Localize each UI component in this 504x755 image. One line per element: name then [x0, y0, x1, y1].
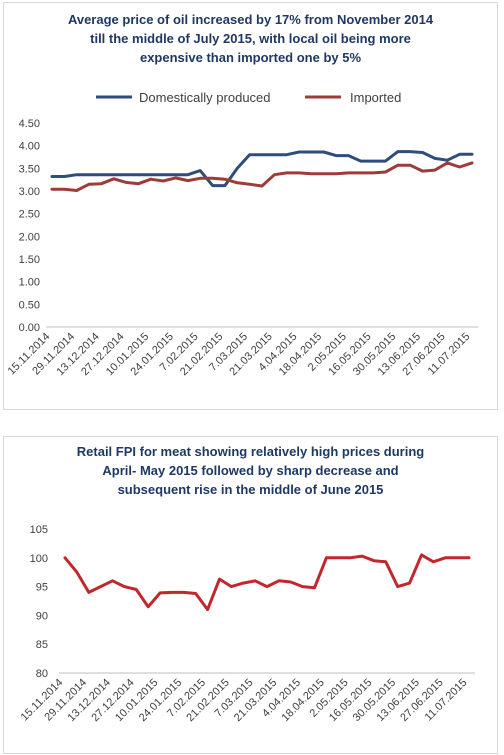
oil-price-chart-panel: Average price of oil increased by 17% fr…: [3, 2, 498, 410]
y-tick-label: 0.00: [19, 322, 40, 334]
chart-title-line: Retail FPI for meat showing relatively h…: [76, 444, 425, 459]
y-tick-label: 2.00: [19, 231, 40, 243]
y-tick-label: 85: [36, 639, 48, 651]
legend-label: Imported: [350, 90, 401, 105]
y-tick-label: 100: [30, 553, 48, 565]
chart-title-line: till the middle of July 2015, with local…: [90, 31, 411, 46]
y-tick-label: 3.00: [19, 186, 40, 198]
chart-title-line: Average price of oil increased by 17% fr…: [67, 12, 434, 27]
series-line: [50, 150, 474, 188]
meat-fpi-chart-panel: Retail FPI for meat showing relatively h…: [3, 436, 498, 754]
legend-label: Domestically produced: [139, 90, 271, 105]
y-tick-label: 0.50: [19, 299, 40, 311]
y-tick-label: 80: [36, 668, 48, 680]
meat-fpi-line-chart: 8085909510010515.11.201429.11.201413.12.…: [19, 524, 475, 724]
y-tick-label: 2.50: [19, 209, 40, 221]
chart-title: Retail FPI for meat showing relatively h…: [4, 442, 497, 499]
chart-title: Average price of oil increased by 17% fr…: [4, 10, 497, 67]
oil-price-line-chart: 0.00 0.50 1.00 1.50 2.00 2.50 3.00 3.50 4.00 4.50…: [6, 90, 478, 378]
y-tick-label: 90: [36, 610, 48, 622]
y-tick-label: 105: [30, 524, 48, 536]
y-tick-label: 1.50: [19, 254, 40, 266]
y-tick-label: 4.00: [19, 141, 40, 153]
y-tick-label: 1.00: [19, 277, 40, 289]
chart-title-line: expensive than imported one by 5%: [139, 50, 362, 65]
y-tick-label: 3.50: [19, 163, 40, 175]
y-tick-label: 4.50: [19, 118, 40, 130]
series-line: [63, 553, 471, 612]
chart-title-line: April- May 2015 followed by sharp decrea…: [102, 463, 399, 478]
y-tick-label: 95: [36, 582, 48, 594]
chart-title-line: subsequent rise in the middle of June 20…: [117, 482, 384, 497]
series-line: [50, 161, 474, 192]
